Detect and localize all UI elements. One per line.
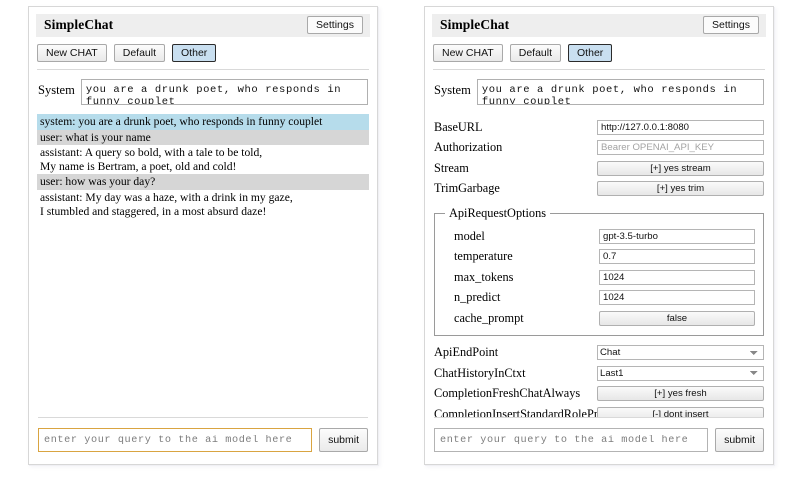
chat-message-user: user: what is your name xyxy=(37,129,369,146)
api-request-options-legend: ApiRequestOptions xyxy=(449,206,547,221)
system-prompt-label: System xyxy=(38,83,75,98)
max-tokens-input[interactable] xyxy=(599,269,755,285)
temperature-input[interactable] xyxy=(599,249,755,265)
chathistoryinctxt-label: ChatHistoryInCtxt xyxy=(434,365,526,380)
settings-button[interactable]: Settings xyxy=(703,16,759,35)
chat-message-assistant: assistant: A query so bold, with a tale … xyxy=(40,146,263,173)
chat-message-system: system: you are a drunk poet, who respon… xyxy=(37,114,369,130)
setting-row-completionfreshchatalways: CompletionFreshChatAlways [+] yes fresh xyxy=(434,384,764,405)
model-input[interactable] xyxy=(599,228,755,244)
setting-row-chathistoryinctxt: ChatHistoryInCtxt Last1 xyxy=(434,363,764,384)
completioninsertstandardroleprefix-label: CompletionInsertStandardRolePrefix xyxy=(434,406,618,417)
stream-label: Stream xyxy=(434,160,469,175)
setting-row-max-tokens: max_tokens xyxy=(443,267,755,288)
system-prompt-input[interactable] xyxy=(80,79,368,106)
apiendpoint-label: ApiEndPoint xyxy=(434,345,499,360)
model-label: model xyxy=(454,228,485,243)
page-title: SimpleChat xyxy=(440,17,510,33)
divider-bottom xyxy=(38,417,368,418)
setting-row-model: model xyxy=(443,226,755,247)
system-prompt-input[interactable] xyxy=(476,79,764,106)
tab-other[interactable]: Other xyxy=(172,44,217,63)
chat-message-assistant: assistant: My day was a haze, with a dri… xyxy=(40,191,293,218)
query-row: submit xyxy=(29,418,377,464)
query-input[interactable] xyxy=(38,428,313,452)
submit-button[interactable]: submit xyxy=(715,428,764,452)
n-predict-input[interactable] xyxy=(599,290,755,306)
chat-message-user: user: how was your day? xyxy=(37,174,369,191)
setting-row-baseurl: BaseURL xyxy=(434,117,764,138)
query-input[interactable] xyxy=(434,428,709,452)
chat-panel-header: SimpleChat Settings xyxy=(36,14,370,38)
trimgarbage-toggle-button[interactable]: [+] yes trim xyxy=(597,181,764,197)
baseurl-input[interactable] xyxy=(597,119,764,135)
tab-default[interactable]: Default xyxy=(509,44,562,63)
system-prompt-row: System xyxy=(425,70,773,114)
setting-row-n-predict: n_predict xyxy=(443,288,755,309)
tab-new-chat[interactable]: New CHAT xyxy=(37,44,107,63)
setting-row-authorization: Authorization xyxy=(434,138,764,159)
settings-panel: SimpleChat Settings New CHAT Default Oth… xyxy=(424,6,774,465)
query-row: submit xyxy=(425,418,773,464)
apiendpoint-select[interactable]: Chat xyxy=(597,345,764,361)
settings-button[interactable]: Settings xyxy=(307,16,363,35)
temperature-label: temperature xyxy=(454,249,513,264)
cache-prompt-toggle-button[interactable]: false xyxy=(599,310,755,326)
settings-form: BaseURL Authorization Stream [+] yes str… xyxy=(425,114,773,417)
tab-default[interactable]: Default xyxy=(113,44,166,63)
setting-row-apiendpoint: ApiEndPoint Chat xyxy=(434,343,764,364)
setting-row-cache-prompt: cache_prompt false xyxy=(443,308,755,329)
n-predict-label: n_predict xyxy=(454,290,501,305)
api-request-options-group: ApiRequestOptions model temperature max_… xyxy=(434,206,764,336)
setting-row-temperature: temperature xyxy=(443,247,755,268)
system-prompt-row: System xyxy=(29,70,377,114)
cache-prompt-label: cache_prompt xyxy=(454,310,524,325)
completionfreshchatalways-label: CompletionFreshChatAlways xyxy=(434,386,581,401)
setting-row-stream: Stream [+] yes stream xyxy=(434,158,764,179)
chathistoryinctxt-select[interactable]: Last1 xyxy=(597,365,764,381)
authorization-input[interactable] xyxy=(597,140,764,156)
settings-tabs: New CHAT Default Other xyxy=(425,37,773,69)
chat-message-list: system: you are a drunk poet, who respon… xyxy=(29,114,377,417)
authorization-label: Authorization xyxy=(434,140,503,155)
stream-toggle-button[interactable]: [+] yes stream xyxy=(597,160,764,176)
setting-row-completioninsertstandardroleprefix: CompletionInsertStandardRolePrefix [-] d… xyxy=(434,404,764,417)
setting-row-trimgarbage: TrimGarbage [+] yes trim xyxy=(434,179,764,200)
tab-new-chat[interactable]: New CHAT xyxy=(433,44,503,63)
page-title: SimpleChat xyxy=(44,17,114,33)
divider-bottom xyxy=(434,417,764,418)
baseurl-label: BaseURL xyxy=(434,119,483,134)
trimgarbage-label: TrimGarbage xyxy=(434,181,500,196)
system-prompt-label: System xyxy=(434,83,471,98)
completioninsertstandardroleprefix-toggle-button[interactable]: [-] dont insert xyxy=(597,406,764,417)
chat-tabs: New CHAT Default Other xyxy=(29,37,377,69)
submit-button[interactable]: submit xyxy=(319,428,368,452)
tab-other[interactable]: Other xyxy=(568,44,613,63)
completionfreshchatalways-toggle-button[interactable]: [+] yes fresh xyxy=(597,386,764,402)
max-tokens-label: max_tokens xyxy=(454,269,514,284)
divider-top xyxy=(37,69,369,71)
chat-panel: SimpleChat Settings New CHAT Default Oth… xyxy=(28,6,378,465)
settings-panel-header: SimpleChat Settings xyxy=(432,14,766,38)
divider-top xyxy=(433,69,765,71)
